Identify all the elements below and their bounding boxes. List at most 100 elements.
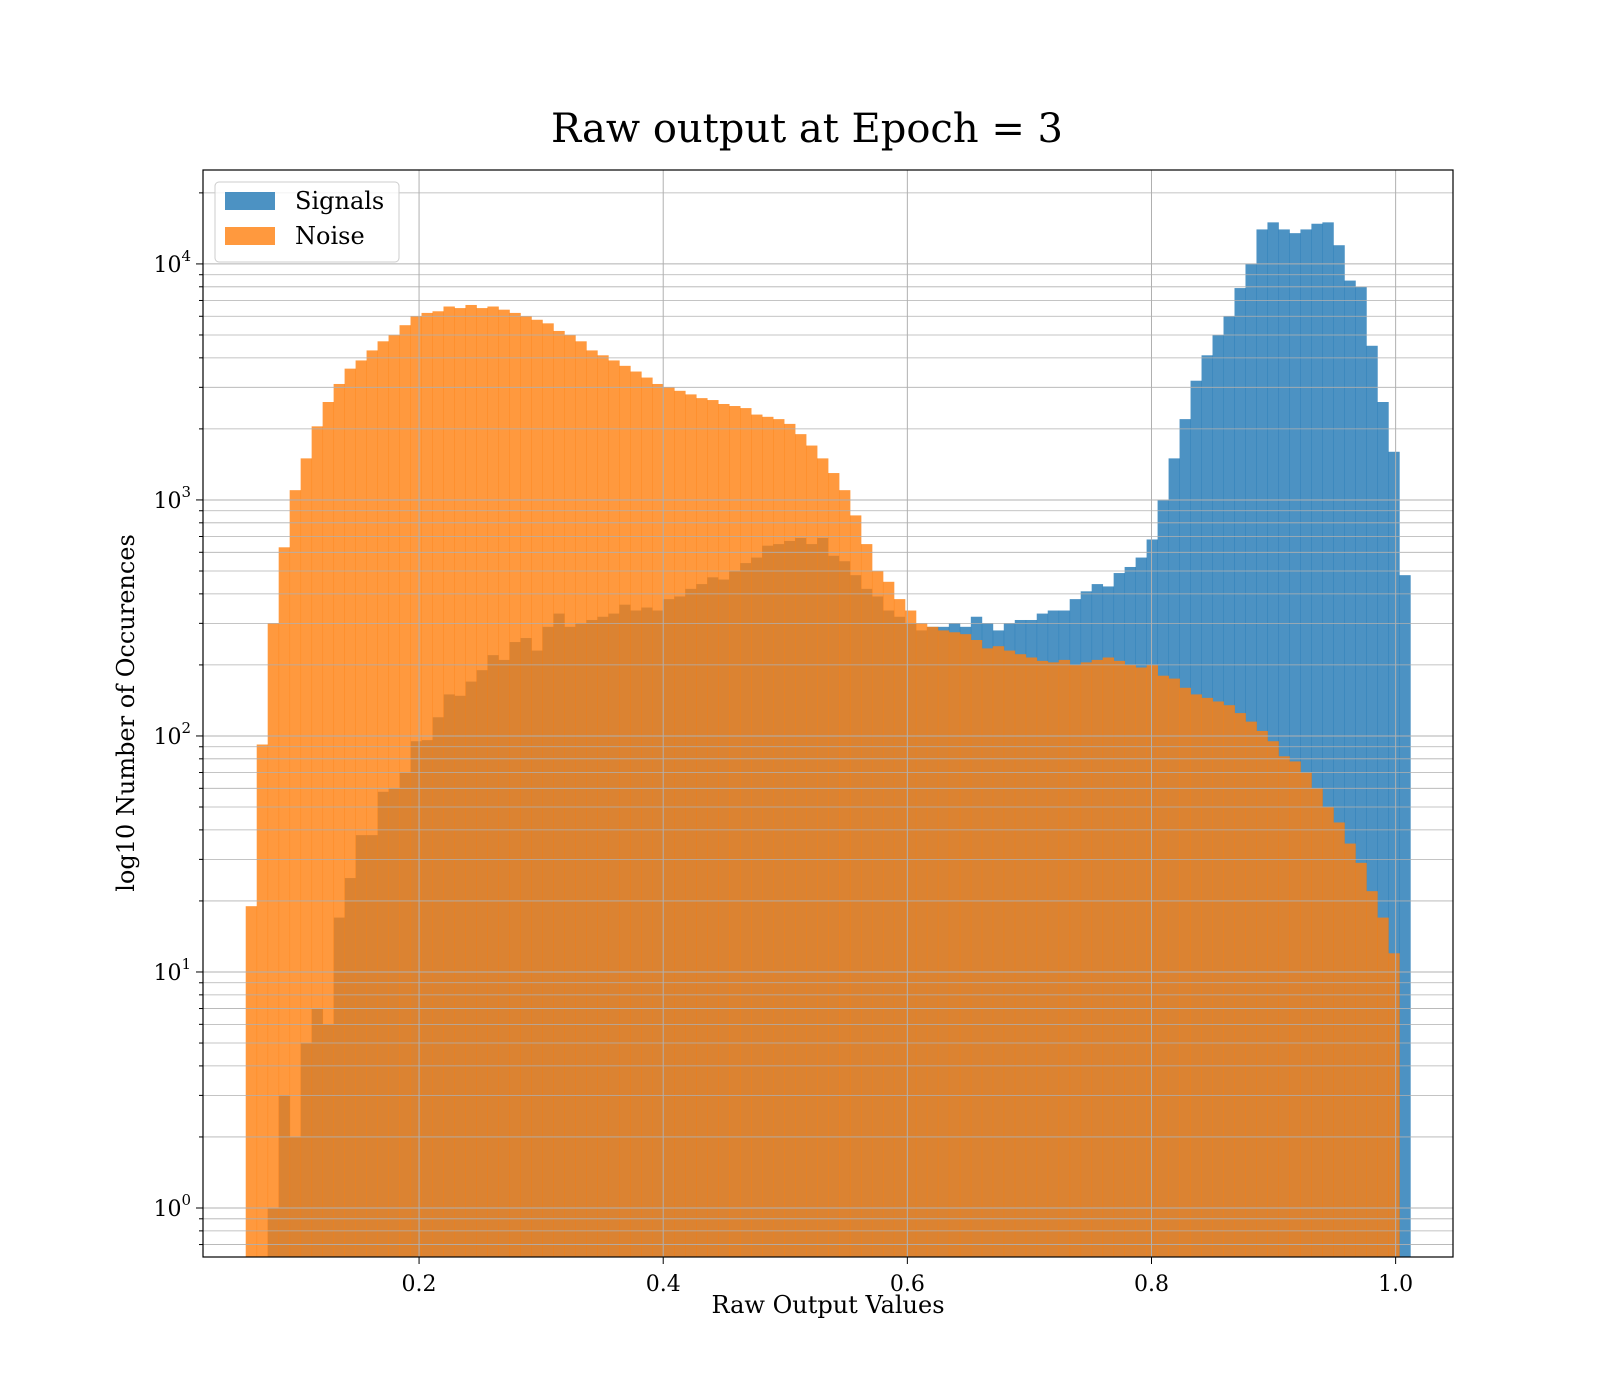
histogram-bar: [663, 387, 675, 1258]
legend-label-signals: Signals: [295, 187, 384, 215]
histogram-bar: [685, 394, 697, 1257]
x-axis-label: Raw Output Values: [711, 1291, 944, 1319]
histogram-bar: [1102, 657, 1115, 1257]
y-tick-label: 104: [153, 247, 191, 278]
histogram-bar: [1058, 659, 1071, 1257]
histogram-bar: [915, 623, 928, 1257]
histogram-bar: [597, 355, 609, 1257]
histogram-bar: [1300, 229, 1312, 1258]
histogram-bar: [608, 360, 620, 1257]
y-tick-exponent: 3: [181, 483, 191, 501]
histogram-bar: [762, 416, 774, 1257]
x-tick-label: 0.2: [402, 1272, 437, 1297]
histogram-bar: [1124, 664, 1137, 1257]
histogram-bar: [1344, 280, 1356, 1258]
histogram-bar: [740, 408, 752, 1258]
legend: Signals Noise: [214, 181, 400, 263]
histogram-bar: [366, 350, 378, 1257]
histogram-bar: [1157, 675, 1169, 1257]
histogram-bar: [465, 304, 477, 1258]
y-tick-base: 10: [153, 1197, 181, 1222]
y-tick-base: 10: [153, 253, 181, 278]
histogram-bar: [333, 383, 346, 1258]
legend-swatch-noise: [225, 227, 275, 245]
histogram-bar: [1399, 575, 1411, 1257]
histogram-bar: [970, 640, 983, 1257]
histogram-bar: [1322, 807, 1334, 1257]
histogram-bar: [1201, 697, 1213, 1257]
histogram-bar: [773, 419, 785, 1257]
histogram-bar: [1355, 862, 1367, 1257]
histogram-bar: [520, 316, 532, 1257]
histogram-bar: [1190, 694, 1202, 1257]
histogram-bar: [443, 306, 455, 1257]
y-tick-base: 10: [153, 961, 181, 986]
histogram-bar: [487, 306, 499, 1257]
histogram-bar: [564, 334, 576, 1258]
histogram-bar: [432, 311, 444, 1257]
histogram-bar: [1289, 761, 1301, 1257]
y-tick-label: 102: [153, 719, 191, 750]
histogram-bar: [355, 360, 367, 1257]
histogram-bar: [1333, 245, 1345, 1258]
histogram-bar: [674, 390, 686, 1257]
histogram-bar: [882, 581, 895, 1257]
histogram-bar: [784, 423, 796, 1257]
histogram-bar: [641, 377, 653, 1257]
y-tick-exponent: 0: [181, 1191, 191, 1209]
y-tick-exponent: 4: [181, 247, 191, 265]
histogram-bar: [652, 383, 664, 1258]
histogram-bar: [937, 630, 950, 1257]
histogram-bar: [1388, 451, 1400, 1257]
y-tick-exponent: 2: [181, 719, 191, 737]
histogram-bar: [1168, 678, 1180, 1257]
plot-frame: [202, 169, 1454, 1258]
histogram-bar: [1135, 667, 1148, 1257]
y-tick-base: 10: [153, 489, 181, 514]
x-tick-label: 0.4: [646, 1272, 681, 1297]
y-tick-label: 103: [153, 483, 191, 514]
chart-title: Raw output at Epoch = 3: [551, 106, 1063, 152]
histogram-bar: [1278, 756, 1290, 1257]
histogram-bar: [817, 458, 829, 1257]
series-noise: [245, 304, 1400, 1258]
histogram-bar: [1003, 650, 1016, 1257]
histogram-bar: [1322, 222, 1334, 1258]
histogram-bar: [1333, 822, 1345, 1257]
histogram-bar: [1311, 788, 1323, 1257]
histogram-bar: [1223, 705, 1235, 1257]
histogram-bar: [1245, 721, 1257, 1257]
histogram-bar: [751, 414, 763, 1257]
histogram-bar: [893, 599, 906, 1257]
histogram-bar: [1146, 664, 1158, 1257]
histogram-bar: [718, 403, 730, 1257]
legend-label-noise: Noise: [295, 222, 365, 250]
histogram-bar: [1047, 662, 1060, 1257]
histogram-bar: [1355, 286, 1367, 1257]
histogram-bar: [267, 623, 280, 1257]
histogram-bar: [1267, 741, 1279, 1257]
legend-swatch-signals: [225, 192, 275, 210]
histogram-bar: [498, 309, 510, 1257]
grid-lines: [203, 170, 1453, 1257]
histogram-bar: [981, 648, 994, 1257]
histogram-bar: [311, 426, 324, 1257]
histogram-bar: [509, 312, 521, 1257]
histogram-bar: [696, 398, 708, 1257]
histogram-bar: [410, 316, 422, 1257]
y-tick-base: 10: [153, 725, 181, 750]
histogram-bar: [1069, 664, 1082, 1257]
histogram-bar: [256, 744, 269, 1257]
y-tick-exponent: 1: [181, 955, 191, 973]
histogram-bar: [904, 610, 917, 1257]
histogram-bar: [1234, 713, 1246, 1257]
histogram-bar: [1377, 917, 1389, 1257]
histogram-bar: [421, 312, 433, 1257]
histogram-bar: [377, 341, 389, 1257]
histogram-bar: [1036, 660, 1049, 1257]
histogram-bar: [871, 570, 884, 1257]
histogram-bar: [1080, 662, 1093, 1257]
histogram-bar: [806, 445, 818, 1257]
histogram-bar: [849, 515, 862, 1257]
